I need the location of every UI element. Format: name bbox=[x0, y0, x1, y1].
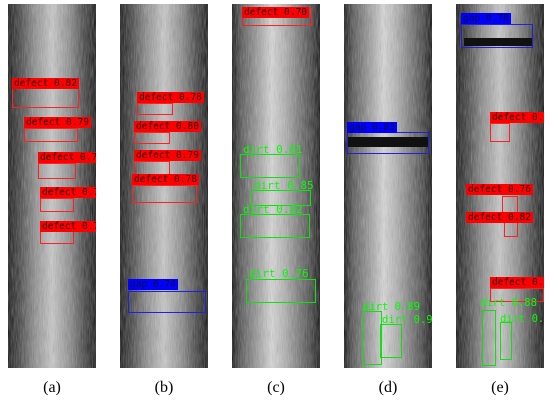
rail-image-b bbox=[120, 4, 208, 368]
caption-c: (c) bbox=[267, 379, 285, 396]
dirt-box bbox=[240, 154, 300, 178]
dirt-box bbox=[482, 310, 496, 366]
detection-label: defect 0.78 bbox=[132, 174, 199, 185]
caption-b: (b) bbox=[154, 379, 174, 396]
dirt-box bbox=[251, 190, 311, 206]
detection-label: defect 0.78 bbox=[137, 92, 204, 103]
detection-label: dirt 0.81 bbox=[243, 143, 303, 156]
defect-box bbox=[24, 128, 78, 142]
defect-box bbox=[40, 231, 74, 244]
panel-c: defect 0.70 dirt 0.81 dirt 0.85 dirt 0.8… bbox=[232, 4, 320, 368]
panel-d: gap 0.83 dirt 0.89 dirt 0.91 bbox=[344, 4, 432, 368]
dirt-box bbox=[240, 214, 310, 238]
defect-box bbox=[137, 103, 173, 115]
panel-b: defect 0.78 defect 0.80 defect 0.79 defe… bbox=[120, 4, 208, 368]
caption-d: (d) bbox=[378, 379, 398, 396]
defect-box bbox=[134, 161, 170, 175]
dirt-box bbox=[362, 311, 382, 365]
defect-box bbox=[38, 163, 76, 179]
detection-label: defect 0.73 bbox=[40, 187, 96, 198]
detection-label: dirt 0.82 bbox=[243, 203, 303, 216]
detection-label: gap 0.83 bbox=[347, 122, 397, 133]
detection-label: gap 0.78 bbox=[461, 13, 511, 24]
rail-image-d bbox=[344, 4, 432, 368]
detection-label: defect 0.71 bbox=[40, 221, 96, 232]
defect-box bbox=[134, 132, 170, 144]
detection-label: defect 0.82 bbox=[466, 212, 533, 223]
dirt-box bbox=[246, 279, 316, 303]
rail-image-c bbox=[232, 4, 320, 368]
detection-label: defect 0.79 bbox=[134, 150, 201, 161]
gap-box bbox=[461, 24, 533, 48]
detection-label: gap 0.74 bbox=[128, 279, 178, 290]
detection-label: dirt 0.89 bbox=[363, 301, 420, 313]
defect-box bbox=[502, 196, 518, 213]
defect-box bbox=[40, 198, 74, 212]
panel-e: gap 0.78 defect 0.84 defect 0.76 defect … bbox=[456, 4, 544, 368]
dirt-box bbox=[380, 324, 402, 358]
defect-box bbox=[12, 88, 79, 108]
detection-label: dirt 0.85 bbox=[254, 179, 314, 192]
panel-a: defect 0.82 defect 0.79 defect 0.75 defe… bbox=[8, 4, 96, 368]
detection-label: defect 0.76 bbox=[466, 184, 533, 195]
defect-box bbox=[504, 222, 518, 237]
detection-label: dirt 0.88 bbox=[480, 297, 537, 309]
detection-label: dirt 0.84 bbox=[500, 313, 544, 325]
defect-box bbox=[490, 123, 510, 142]
defect-box bbox=[490, 288, 544, 302]
detection-label: defect 0.84 bbox=[490, 112, 544, 123]
detection-label: defect 0.70 bbox=[242, 7, 309, 18]
gap-box bbox=[128, 291, 206, 313]
gap-box bbox=[347, 132, 429, 154]
detection-label: dirt 0.76 bbox=[249, 267, 309, 280]
detection-label: defect 0.79 bbox=[24, 117, 91, 128]
dirt-box bbox=[500, 322, 512, 360]
detection-label: defect 0.75 bbox=[38, 152, 96, 163]
caption-e: (e) bbox=[491, 379, 509, 396]
detection-label: defect 0.80 bbox=[134, 121, 201, 132]
defect-box bbox=[132, 185, 197, 203]
caption-a: (a) bbox=[43, 379, 61, 396]
detection-label: defect 0.82 bbox=[490, 277, 544, 288]
detection-label: dirt 0.91 bbox=[382, 314, 432, 326]
rail-image-a bbox=[8, 4, 96, 368]
